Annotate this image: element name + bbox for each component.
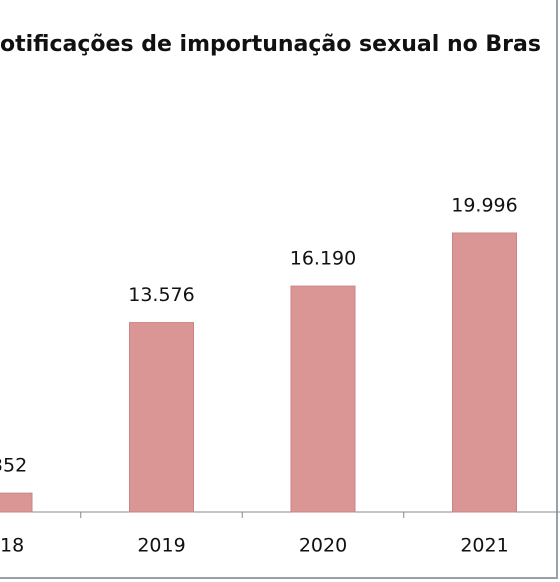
x-tick-label: 2020 xyxy=(299,535,347,557)
value-label: 16.190 xyxy=(290,248,356,270)
value-label: 1.352 xyxy=(0,455,27,477)
x-tick-label: 2018 xyxy=(0,535,24,557)
bar xyxy=(129,322,194,513)
bar xyxy=(0,492,33,513)
bar xyxy=(290,285,356,513)
value-label: 19.996 xyxy=(451,195,517,217)
x-tick-label: 2021 xyxy=(460,535,508,557)
bar xyxy=(452,232,517,513)
chart-title: otificações de importunação sexual no Br… xyxy=(0,32,541,57)
x-tick-label: 2019 xyxy=(137,535,185,557)
value-label: 13.576 xyxy=(128,284,194,306)
